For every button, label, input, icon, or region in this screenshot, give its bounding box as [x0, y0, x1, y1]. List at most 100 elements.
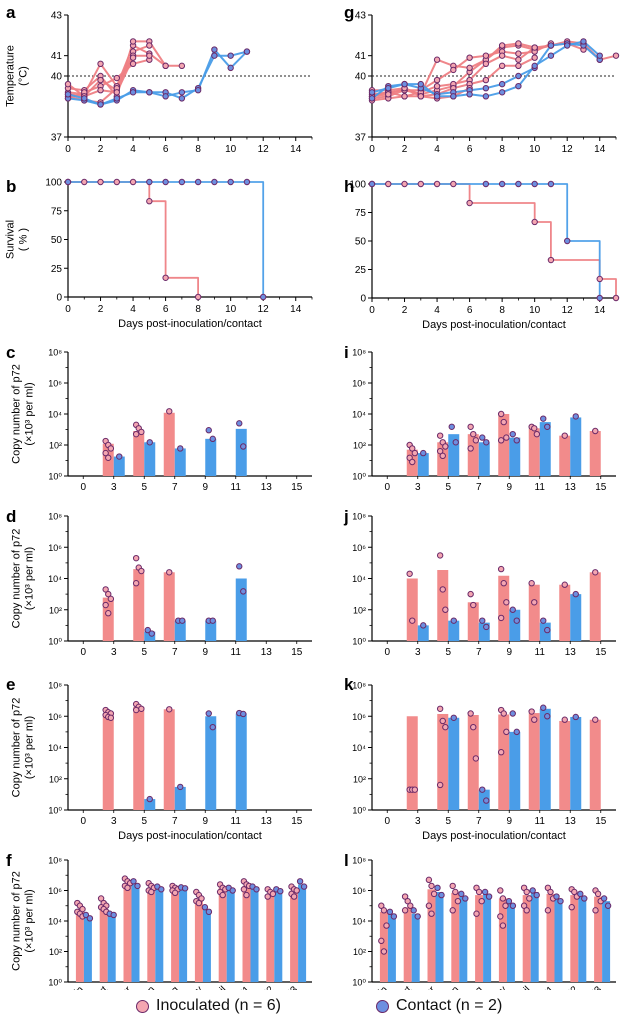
contact-point [236, 563, 243, 570]
y-tick-label: 10⁶ [352, 712, 366, 722]
inoculated-point [466, 199, 473, 207]
contact-point [540, 617, 547, 624]
contact-point [162, 178, 169, 186]
x-tick-label: 14 [594, 305, 606, 316]
inoculated-bar [99, 905, 108, 982]
inoculated-point [592, 907, 599, 914]
inoculated-point [497, 437, 505, 444]
inoculated-bar [498, 575, 510, 641]
contact-point [194, 87, 202, 94]
inoculated-point [406, 570, 413, 577]
inoculated-point [378, 937, 385, 945]
contact-point [296, 878, 304, 885]
contact-bar [539, 422, 551, 476]
inoculated-bar [546, 893, 555, 982]
inoculated-point [515, 62, 522, 70]
inoculated-point [428, 882, 435, 890]
x-tick-label: LN2 [560, 984, 581, 990]
inoculated-bar [75, 909, 84, 982]
contact-point [448, 423, 455, 430]
inoculated-point [449, 882, 456, 890]
x-tick-label: 3 [111, 816, 117, 827]
inoculated-point [515, 56, 522, 63]
inoculated-point [401, 93, 408, 100]
inoculated-point [219, 891, 226, 899]
contact-point [596, 52, 603, 59]
x-tick-label: 8 [195, 144, 201, 155]
contact-point [179, 617, 186, 624]
contact-point [450, 93, 457, 100]
inoculated-point [97, 895, 105, 902]
x-axis-label: Days post-inoculation/contact [422, 319, 566, 331]
y-axis-label-line: (×10³ per ml) [24, 889, 36, 952]
inoculated-bar [406, 716, 418, 810]
contact-bar [570, 716, 582, 810]
contact-point [533, 891, 540, 899]
contact-point [209, 723, 216, 731]
inoculated-point [531, 425, 538, 432]
inoculated-point [497, 565, 505, 573]
inoculated-point [407, 902, 414, 909]
contact-point [110, 911, 117, 919]
x-tick-label: 14 [290, 304, 302, 315]
y-axis-label: Survival( % ) [5, 220, 30, 259]
x-tick-label: 3 [111, 482, 117, 493]
inoculated-bar [437, 569, 449, 641]
panel-h: h 0 25 50 75 100 0 2 4 6 8 10 12 14 Days post-inoculat… [344, 177, 620, 331]
inoculated-point [436, 781, 444, 789]
x-tick-label: 4 [434, 305, 440, 316]
x-tick-label: 7 [172, 647, 178, 658]
contact-point [544, 713, 551, 720]
contact-bar [478, 442, 490, 476]
y-tick-label: 41 [51, 51, 63, 62]
y-tick-label: 10⁸ [48, 348, 62, 358]
x-tick-label: 7 [476, 816, 482, 827]
inoculated-point [417, 93, 424, 100]
inoculated-point [467, 423, 474, 430]
x-tick-label: 3 [111, 647, 117, 658]
legend-contact-label: Contact (n = 2) [396, 997, 503, 1014]
inoculated-bar [163, 709, 175, 810]
inoculated-point [531, 218, 538, 226]
contact-point [498, 89, 506, 96]
inoculated-bar [427, 889, 436, 982]
contact-point [417, 80, 424, 88]
contact-point [544, 423, 551, 430]
contact-point [129, 89, 137, 96]
inoculated-point [64, 80, 72, 88]
panel-label: g [344, 3, 354, 22]
contact-bar [174, 448, 186, 476]
inoculated-point [594, 890, 602, 898]
x-tick-label: 9 [202, 816, 208, 827]
contact-point [253, 886, 260, 893]
inoculated-bar [171, 890, 180, 982]
y-axis-label: Copy number of p72(×10³ per ml) [11, 698, 36, 798]
x-tick-label: 9 [202, 482, 208, 493]
inoculated-point [132, 554, 140, 562]
inoculated-point [520, 902, 528, 909]
inoculated-point [450, 180, 457, 188]
x-tick-label: 0 [369, 305, 375, 316]
x-tick-label: 0 [80, 647, 86, 658]
inoculated-point [497, 749, 505, 756]
contact-point [547, 42, 555, 49]
contact-bar [448, 620, 460, 641]
contact-point [368, 89, 376, 96]
contact-bar [554, 898, 563, 982]
contact-bar [226, 889, 235, 982]
contact-point [414, 913, 421, 920]
x-tick-label: Brain [366, 984, 390, 990]
y-axis-label-line: Copy number of p72 [11, 529, 23, 629]
inoculated-bar [475, 895, 484, 982]
inoculated-bar [102, 597, 114, 641]
x-tick-label: 0 [384, 816, 390, 827]
inoculated-point [436, 447, 444, 455]
contact-point [368, 95, 376, 102]
x-tick-label: 6 [163, 304, 169, 315]
contact-point [531, 180, 538, 188]
inoculated-point [129, 38, 137, 45]
contact-bar [113, 456, 125, 476]
inoculated-point [243, 891, 250, 899]
inoculated-point [433, 56, 441, 63]
x-tick-label: 5 [141, 816, 147, 827]
